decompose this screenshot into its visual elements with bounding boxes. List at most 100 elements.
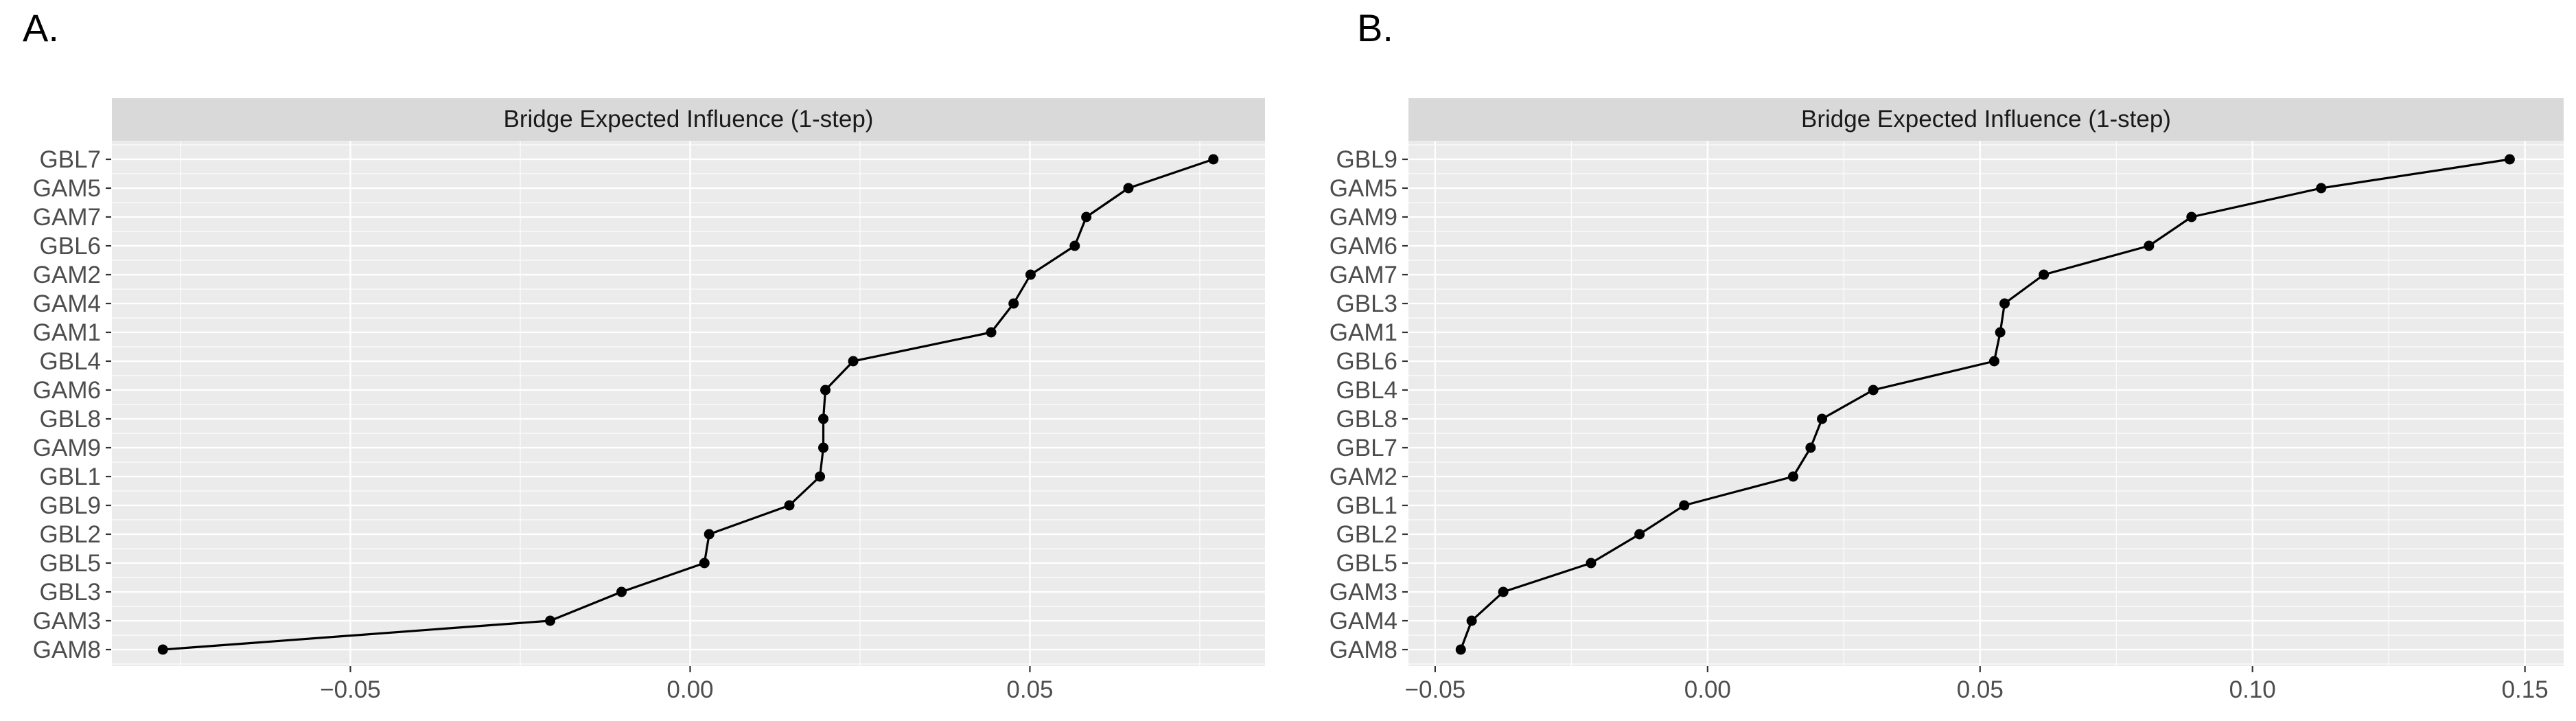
data-line — [1459, 158, 2511, 651]
y-axis-label-GAM9: GAM9 — [33, 435, 101, 461]
panel-b-strip-title: Bridge Expected Influence (1-step) — [1408, 98, 2564, 141]
y-axis-label-GAM5: GAM5 — [33, 175, 101, 202]
h-major-gridlines — [1408, 158, 2564, 651]
y-axis-label-GAM2: GAM2 — [33, 262, 101, 288]
x-axis-tick-label: 0.00 — [1684, 676, 1731, 703]
y-axis-label-GBL5: GBL5 — [1336, 550, 1398, 577]
point-GAM7 — [2039, 269, 2050, 280]
point-GAM1 — [986, 327, 997, 338]
y-axis-label-GBL5: GBL5 — [40, 550, 102, 577]
panel-b-chart: −0.05 0.00 0.05 0.10 0.15GBL9GAM5GAM9GAM6GAM… — [1330, 141, 2564, 703]
y-axis-label-GBL4: GBL4 — [40, 348, 102, 375]
plot-background — [112, 141, 1265, 666]
point-GBL5 — [699, 558, 710, 569]
y-axis-label-GBL6: GBL6 — [40, 233, 102, 260]
y-axis-label-GBL9: GBL9 — [1336, 146, 1398, 173]
v-minor-gridlines — [180, 141, 1200, 666]
point-GBL5 — [1586, 558, 1597, 569]
point-GAM5 — [2316, 183, 2327, 194]
y-axis-label-GAM7: GAM7 — [33, 204, 101, 231]
panel-a-chart: −0.05 0.00 0.05GBL7GAM5GAM7GBL6GAM2GAM4GAM… — [33, 141, 1265, 703]
point-GAM2 — [1787, 471, 1798, 482]
x-axis-tick-label: 0.05 — [1957, 676, 2004, 703]
y-axis-label-GAM8: GAM8 — [1330, 637, 1397, 663]
y-axis-label-GAM8: GAM8 — [33, 637, 101, 663]
y-axis-label-GAM4: GAM4 — [33, 290, 101, 317]
y-axis-label-GAM6: GAM6 — [33, 377, 101, 404]
y-axis-label-GBL1: GBL1 — [40, 464, 102, 490]
point-GBL9 — [2504, 154, 2515, 165]
point-GBL2 — [704, 529, 715, 540]
point-GAM3 — [1498, 586, 1509, 597]
x-axis-tick-label: 0.15 — [2502, 676, 2549, 703]
y-axis-label-GAM7: GAM7 — [1330, 262, 1397, 288]
h-minor-gridlines — [1408, 144, 2564, 665]
h-major-gridlines — [112, 158, 1265, 651]
point-GAM9 — [818, 442, 829, 453]
x-axis-ticks — [1434, 666, 2526, 672]
x-axis-tick-label: 0.00 — [666, 676, 713, 703]
point-GBL9 — [784, 500, 795, 511]
y-axis-label-GBL8: GBL8 — [40, 406, 102, 433]
point-GAM6 — [820, 385, 831, 396]
y-axis-label-GBL2: GBL2 — [40, 521, 102, 548]
y-axis-label-GAM5: GAM5 — [1330, 175, 1397, 202]
h-minor-gridlines — [112, 144, 1265, 665]
x-axis-tick-label: −0.05 — [320, 676, 381, 703]
point-GBL6 — [1988, 356, 1999, 367]
y-axis-label-GAM3: GAM3 — [1330, 579, 1397, 606]
y-axis-label-GAM1: GAM1 — [33, 319, 101, 346]
x-axis-tick-label: 0.05 — [1006, 676, 1053, 703]
data-points — [1455, 154, 2515, 655]
plot-background — [1408, 141, 2564, 666]
point-GAM4 — [1008, 298, 1019, 309]
point-GBL3 — [1999, 298, 2010, 309]
panel-a-label: A. — [23, 6, 59, 49]
data-points — [157, 154, 1219, 655]
point-GBL2 — [1634, 529, 1645, 540]
point-GBL6 — [1069, 240, 1080, 251]
point-GAM3 — [545, 615, 556, 626]
panel-a-strip-title: Bridge Expected Influence (1-step) — [112, 98, 1265, 141]
point-GBL1 — [815, 471, 826, 482]
y-axis-label-GBL3: GBL3 — [1336, 290, 1398, 317]
point-GAM9 — [2186, 211, 2197, 222]
point-GAM8 — [1455, 644, 1466, 655]
point-GBL1 — [1679, 500, 1690, 511]
point-GAM7 — [1081, 211, 1092, 222]
y-axis-label-GAM6: GAM6 — [1330, 233, 1397, 260]
point-GBL3 — [616, 586, 627, 597]
x-axis-tick-label: 0.10 — [2229, 676, 2276, 703]
point-GBL8 — [1817, 413, 1828, 424]
y-axis-label-GBL3: GBL3 — [40, 579, 102, 606]
point-GAM5 — [1123, 183, 1134, 194]
point-GAM2 — [1025, 269, 1036, 280]
y-axis-label-GBL4: GBL4 — [1336, 377, 1398, 404]
point-GBL4 — [848, 356, 859, 367]
y-axis-label-GBL8: GBL8 — [1336, 406, 1398, 433]
y-axis-label-GBL1: GBL1 — [1336, 492, 1398, 519]
y-axis-label-GAM4: GAM4 — [1330, 608, 1397, 634]
y-axis-label-GBL9: GBL9 — [40, 492, 102, 519]
point-GBL8 — [818, 413, 829, 424]
y-axis-ticks — [106, 158, 111, 651]
y-axis-label-GBL7: GBL7 — [40, 146, 102, 173]
y-axis-ticks — [1402, 158, 1408, 651]
x-axis-tick-label: −0.05 — [1405, 676, 1466, 703]
y-axis-label-GBL6: GBL6 — [1336, 348, 1398, 375]
panel-b-label: B. — [1357, 6, 1393, 49]
point-GAM1 — [1995, 327, 2006, 338]
point-GBL7 — [1805, 442, 1816, 453]
y-axis-label-GAM1: GAM1 — [1330, 319, 1397, 346]
point-GAM4 — [1466, 615, 1477, 626]
point-GAM6 — [2144, 240, 2155, 251]
y-axis-label-GAM2: GAM2 — [1330, 464, 1397, 490]
y-axis-label-GBL2: GBL2 — [1336, 521, 1398, 548]
v-minor-gridlines — [1570, 141, 2389, 666]
v-major-gridlines — [1434, 141, 2526, 666]
v-major-gridlines — [349, 141, 1031, 666]
y-axis-label-GAM3: GAM3 — [33, 608, 101, 634]
point-GBL4 — [1868, 385, 1879, 396]
data-line — [161, 158, 1215, 651]
y-axis-label-GBL7: GBL7 — [1336, 435, 1398, 461]
